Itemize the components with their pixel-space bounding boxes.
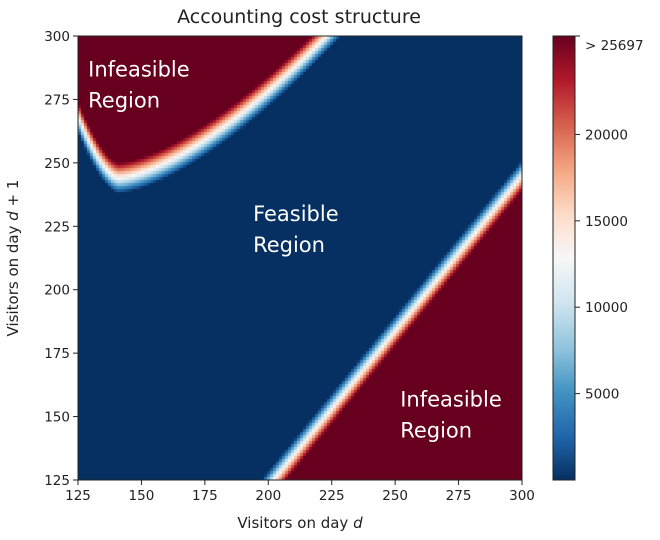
- x-tick-label: 175: [192, 488, 218, 504]
- annotation-line: Region: [253, 233, 325, 257]
- y-tick-label: 250: [44, 156, 70, 172]
- annotation-line: Infeasible: [400, 387, 502, 411]
- colorbar-max-label: > 25697: [585, 38, 644, 54]
- annotation-line: Region: [88, 89, 160, 113]
- x-tick-label: 300: [509, 488, 535, 504]
- colorbar-tick-label: 15000: [585, 214, 628, 230]
- y-tick-label: 225: [44, 219, 70, 235]
- y-tick-label: 300: [44, 29, 70, 45]
- x-tick-label: 225: [319, 488, 345, 504]
- plot-frame: [77, 35, 523, 481]
- y-tick-label: 275: [44, 92, 70, 108]
- chart-title: Accounting cost structure: [177, 6, 421, 28]
- y-tick-label: 175: [44, 346, 70, 362]
- colorbar-gradient: [552, 35, 576, 481]
- y-tick-label: 125: [44, 473, 70, 489]
- x-tick-label: 250: [382, 488, 408, 504]
- annotation-line: Infeasible: [88, 58, 190, 82]
- y-axis: 125 150 175 200 225 250 275 300: [44, 29, 78, 489]
- x-tick-label: 275: [446, 488, 472, 504]
- x-axis: 125 150 175 200 225 250 275 300: [65, 480, 535, 504]
- colorbar-tick-label: 5000: [585, 387, 619, 403]
- x-tick-label: 150: [129, 488, 155, 504]
- colorbar-tick-label: 20000: [585, 127, 628, 143]
- annotation-line: Region: [400, 418, 472, 442]
- annotation-lower-infeasible: Infeasible Region: [400, 387, 502, 442]
- annotation-line: Feasible: [253, 202, 339, 226]
- y-tick-label: 200: [44, 283, 70, 299]
- annotation-feasible: Feasible Region: [253, 202, 339, 257]
- x-tick-label: 200: [255, 488, 281, 504]
- y-axis-label: Visitors on day d + 1: [4, 180, 22, 337]
- annotation-upper-infeasible: Infeasible Region: [88, 58, 190, 113]
- x-tick-label: 125: [65, 488, 91, 504]
- heatmap-plot-area: [77, 35, 523, 481]
- colorbar-tick-label: 10000: [585, 300, 628, 316]
- colorbar: 5000 10000 15000 20000 > 25697: [552, 35, 644, 481]
- x-axis-label: Visitors on day d: [237, 514, 363, 532]
- heatmap-canvas: [78, 36, 522, 480]
- y-tick-label: 150: [44, 410, 70, 426]
